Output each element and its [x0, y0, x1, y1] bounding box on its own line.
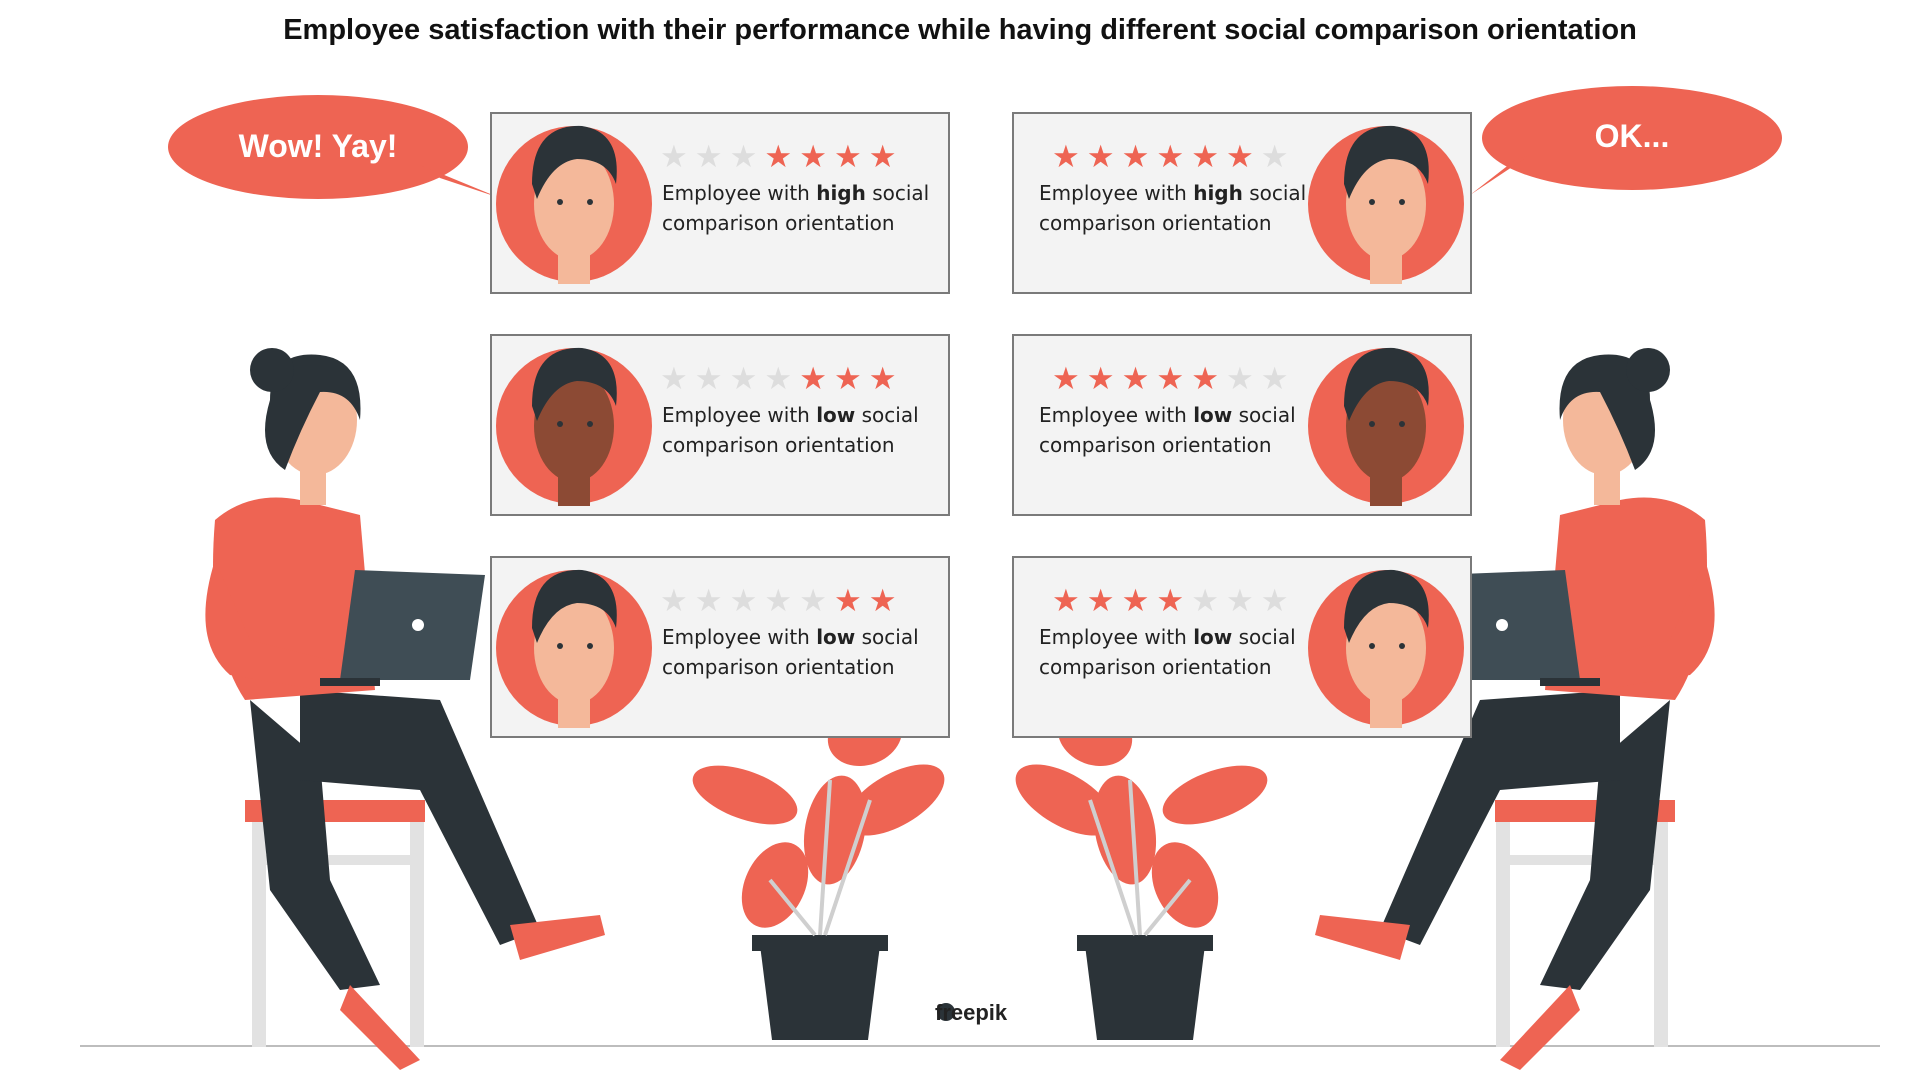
- star-filled-icon: ★: [1225, 139, 1254, 175]
- star-filled-icon: ★: [868, 139, 897, 175]
- star-empty-icon: ★: [1260, 139, 1289, 175]
- plant-right: [1015, 703, 1268, 1040]
- star-rating: ★ ★ ★ ★ ★ ★ ★: [660, 142, 897, 173]
- employee-label: Employee with low social comparison orie…: [662, 625, 919, 679]
- star-filled-icon: ★: [868, 583, 897, 619]
- star-empty-icon: ★: [729, 361, 758, 397]
- speech-bubble-left: [168, 95, 500, 199]
- page-title: Employee satisfaction with their perform…: [283, 14, 1637, 46]
- star-empty-icon: ★: [799, 583, 827, 619]
- rating-card-left-1: ★ ★ ★ ★ ★ ★ ★ Employee with high social compari…: [490, 112, 950, 294]
- star-filled-icon: ★: [1052, 361, 1080, 397]
- star-empty-icon: ★: [1225, 361, 1254, 397]
- employee-avatar-icon: [496, 347, 652, 506]
- bubble-left-text: Wow! Yay!: [238, 128, 398, 164]
- speech-bubble-right: [1470, 86, 1782, 195]
- star-filled-icon: ★: [799, 139, 827, 175]
- rating-card-right-1: ★ ★ ★ ★ ★ ★ ★ Employee with high social compari…: [1012, 112, 1472, 294]
- employee-label: Employee with low social comparison orie…: [662, 403, 919, 457]
- star-filled-icon: ★: [1086, 583, 1115, 619]
- star-empty-icon: ★: [729, 583, 758, 619]
- bubble-right-text: OK...: [1594, 118, 1670, 154]
- plant-left: [692, 703, 945, 1040]
- star-filled-icon: ★: [1121, 139, 1150, 175]
- star-filled-icon: ★: [1191, 139, 1219, 175]
- star-empty-icon: ★: [694, 139, 723, 175]
- rating-card-left-2: ★ ★ ★ ★ ★ ★ ★ Employee with low social comparis…: [490, 334, 950, 516]
- employee-avatar-icon: [1308, 347, 1464, 506]
- employee-label: Employee with low social comparison orie…: [1039, 403, 1296, 457]
- employee-avatar-icon: [496, 569, 652, 728]
- star-empty-icon: ★: [1191, 583, 1219, 619]
- star-filled-icon: ★: [799, 361, 827, 397]
- employee-avatar-icon: [1308, 125, 1464, 284]
- star-filled-icon: ★: [868, 361, 897, 397]
- freepik-logo: freepik: [935, 1000, 1008, 1025]
- employee-label: Employee with high social comparison ori…: [662, 181, 930, 235]
- star-empty-icon: ★: [660, 361, 688, 397]
- star-empty-icon: ★: [1260, 361, 1289, 397]
- star-empty-icon: ★: [764, 361, 793, 397]
- star-rating: ★ ★ ★ ★ ★ ★ ★: [660, 586, 897, 617]
- employee-avatar-icon: [1308, 569, 1464, 728]
- rating-card-right-2: ★ ★ ★ ★ ★ ★ ★ Employee with low social comparis…: [1012, 334, 1472, 516]
- employee-label: Employee with low social comparison orie…: [1039, 625, 1296, 679]
- star-empty-icon: ★: [764, 583, 793, 619]
- star-filled-icon: ★: [1086, 139, 1115, 175]
- star-rating: ★ ★ ★ ★ ★ ★ ★: [1052, 364, 1289, 395]
- star-empty-icon: ★: [1225, 583, 1254, 619]
- star-empty-icon: ★: [1260, 583, 1289, 619]
- star-filled-icon: ★: [1121, 361, 1150, 397]
- employee-avatar-icon: [496, 125, 652, 284]
- star-rating: ★ ★ ★ ★ ★ ★ ★: [660, 364, 897, 395]
- star-filled-icon: ★: [1156, 583, 1185, 619]
- star-empty-icon: ★: [694, 361, 723, 397]
- freepik-logo-icon: [937, 1003, 955, 1021]
- woman-left-figure: [205, 348, 605, 1070]
- employee-label: Employee with high social comparison ori…: [1039, 181, 1307, 235]
- star-rating: ★ ★ ★ ★ ★ ★ ★: [1052, 142, 1289, 173]
- star-filled-icon: ★: [1121, 583, 1150, 619]
- star-filled-icon: ★: [1156, 139, 1185, 175]
- star-rating: ★ ★ ★ ★ ★ ★ ★: [1052, 586, 1289, 617]
- rating-card-left-3: ★ ★ ★ ★ ★ ★ ★ Employee with low social comparis…: [490, 556, 950, 738]
- rating-card-right-3: ★ ★ ★ ★ ★ ★ ★ Employee with low social comparis…: [1012, 556, 1472, 738]
- star-empty-icon: ★: [694, 583, 723, 619]
- star-filled-icon: ★: [1191, 361, 1219, 397]
- star-filled-icon: ★: [1052, 139, 1080, 175]
- star-filled-icon: ★: [764, 139, 793, 175]
- star-empty-icon: ★: [729, 139, 758, 175]
- star-empty-icon: ★: [660, 139, 688, 175]
- star-filled-icon: ★: [833, 583, 862, 619]
- star-filled-icon: ★: [833, 139, 862, 175]
- star-filled-icon: ★: [1156, 361, 1185, 397]
- star-empty-icon: ★: [660, 583, 688, 619]
- star-filled-icon: ★: [1086, 361, 1115, 397]
- star-filled-icon: ★: [833, 361, 862, 397]
- star-filled-icon: ★: [1052, 583, 1080, 619]
